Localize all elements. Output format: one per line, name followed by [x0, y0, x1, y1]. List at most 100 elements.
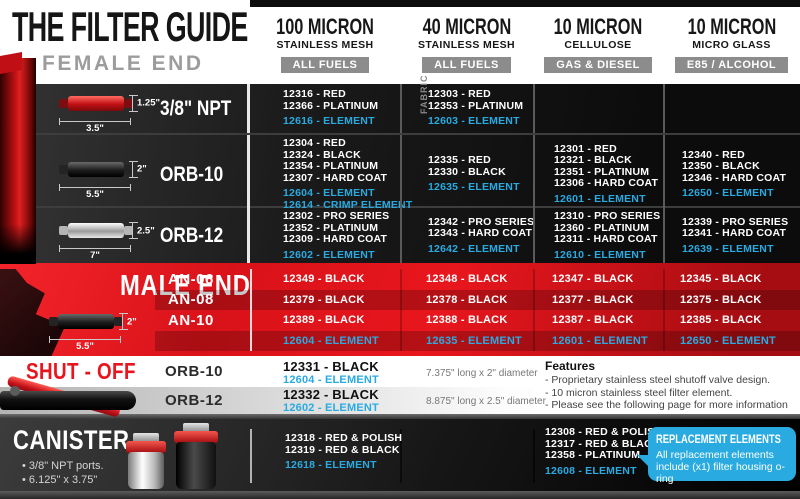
element-numbers: 12639 - ELEMENT	[682, 243, 798, 256]
table-row-orb12: 2.5" 7" ORB-12 12302 - PRO SERIES 12352 -…	[36, 206, 800, 264]
fuel-badge: ALL FUELS	[422, 57, 511, 73]
part-number: 12324 - BLACK	[283, 148, 361, 161]
material-label: STAINLESS MESH	[418, 39, 515, 51]
element-numbers: 12610 - ELEMENT	[554, 249, 661, 262]
part-number: 12303 - RED	[428, 88, 491, 101]
element-part-number: 12602 - ELEMENT	[283, 248, 375, 261]
column-divider	[533, 429, 535, 483]
part-number: 12388 - BLACK	[400, 310, 533, 331]
canister-heading: CANISTER	[13, 425, 130, 455]
cell-40-micron: 12342 - PRO SERIES 12343 - HARD COAT 1264…	[400, 208, 534, 264]
part-number: 12321 - BLACK	[554, 154, 632, 167]
element-numbers: 12603 - ELEMENT	[428, 116, 531, 128]
part-number: 12341 - HARD COAT	[682, 227, 787, 240]
feature-item: - 10 micron stainless steel filter eleme…	[545, 386, 733, 399]
row-label: 3/8" NPT	[160, 96, 232, 120]
element-numbers: 12602 - ELEMENT	[283, 248, 398, 262]
element-part-number: 12635 - ELEMENT	[428, 181, 520, 194]
part-number: 12378 - BLACK	[400, 289, 533, 310]
canister-photo	[122, 421, 238, 491]
row-label-cell: 1.25" 3.5" 3/8" NPT	[36, 84, 250, 134]
column-header-40-micron: 40 MICRON STAINLESS MESH ALL FUELS	[400, 16, 533, 73]
element-numbers: 12650 - ELEMENT	[682, 187, 798, 200]
part-numbers: 12310 - PRO SERIES 12360 - PLATINUM 12311 …	[554, 210, 661, 246]
element-part-number: 12601 - ELEMENT	[554, 192, 646, 205]
cell-shutoff-orb10: 12331 - BLACK 12604 - ELEMENT	[283, 359, 379, 386]
part-number: 12358 - PLATINUM	[545, 449, 641, 461]
cell-40-micron: 12335 - RED 12330 - BLACK 12635 - ELEMENT	[400, 135, 533, 214]
part-number: 12389 - BLACK	[250, 310, 400, 331]
element-part-number: 12603 - ELEMENT	[428, 115, 520, 128]
table-row-an08: AN-08 12379 - BLACK 12378 - BLACK 12377 …	[155, 289, 800, 310]
bottom-bar	[0, 491, 800, 499]
features-block: Features - Proprietary stainless steel s…	[545, 359, 788, 412]
cell-100-micron: 12318 - RED & POLISH 12319 - RED & BLACK …	[285, 432, 403, 472]
element-numbers: 12601 - ELEMENT	[554, 192, 661, 206]
column-divider	[400, 429, 402, 483]
dimension-height: 2"	[129, 160, 147, 178]
element-numbers: 12635 - ELEMENT	[428, 182, 531, 194]
part-number: 12318 - RED & POLISH	[285, 432, 403, 444]
cell-10-micron-cellulose: 12301 - RED 12321 - BLACK 12351 - PLATINUM…	[533, 135, 663, 214]
part-number: 12353 - PLATINUM	[428, 99, 524, 112]
part-number: 12316 - RED	[283, 88, 346, 101]
part-number: 12348 - BLACK	[400, 269, 533, 290]
part-number: 12335 - RED	[428, 154, 491, 167]
part-numbers: 12316 - RED 12366 - PLATINUM	[283, 89, 398, 112]
dimension-length: 5.5"	[49, 336, 121, 352]
part-number: 12385 - BLACK	[663, 310, 800, 331]
section-divider	[0, 414, 800, 419]
part-numbers: 12340 - RED 12350 - BLACK 12346 - HARD COA…	[682, 149, 798, 185]
canister-specs: 3/8" NPT ports.6.125" x 3.75"	[22, 459, 104, 487]
part-number: 12354 - PLATINUM	[283, 160, 379, 172]
material-label: CELLULOSE	[564, 39, 632, 51]
table-row-male-elements: 12604 - ELEMENT 12635 - ELEMENT 12601 - …	[155, 330, 800, 351]
male-end-rows: AN-06 12349 - BLACK 12348 - BLACK 12347 …	[155, 269, 800, 351]
cell-100-micron: 12316 - RED 12366 - PLATINUM 12616 - ELEM…	[250, 84, 400, 133]
fuel-badge: GAS & DIESEL	[544, 57, 652, 73]
part-number: 12346 - HARD COAT	[682, 171, 787, 184]
material-label: STAINLESS MESH	[276, 39, 374, 51]
dimension-length: 5.5"	[59, 183, 131, 200]
cell-10-micron-cellulose	[533, 84, 663, 133]
part-number: 12347 - BLACK	[533, 269, 663, 290]
part-number: 12345 - BLACK	[663, 269, 800, 290]
replacement-body: All replacement elements include (x1) fi…	[656, 449, 785, 485]
female-end-heading: FEMALE END	[42, 52, 204, 75]
row-label: ORB-10	[165, 363, 224, 380]
part-numbers: 12302 - PRO SERIES 12352 - PLATINUM 12309 …	[283, 210, 398, 246]
part-number: 12351 - PLATINUM	[554, 165, 650, 178]
part-number: 12302 - PRO SERIES	[283, 210, 390, 222]
part-numbers: 12308 - RED & POLISH 12317 - RED & BLACK 1…	[545, 426, 662, 462]
column-header-100-micron: 100 MICRON STAINLESS MESH ALL FUELS	[250, 16, 400, 73]
dimension-height: 2.5"	[129, 222, 155, 239]
element-part-number: 12601 - ELEMENT	[533, 330, 663, 351]
cell-10-micron-cellulose: 12308 - RED & POLISH 12317 - RED & BLACK 1…	[545, 426, 662, 477]
part-number: 12311 - HARD COAT	[554, 233, 658, 245]
part-number: 12349 - BLACK	[250, 269, 400, 290]
micron-label: 100 MICRON	[276, 14, 374, 39]
part-number: 12306 - HARD COAT	[554, 177, 659, 190]
micron-label: 10 MICRON	[687, 14, 776, 39]
part-number: 12377 - BLACK	[533, 289, 663, 310]
part-number: 12352 - PLATINUM	[283, 221, 379, 234]
part-number: 12332 - BLACK	[283, 387, 379, 402]
element-part-number: 12635 - ELEMENT	[400, 330, 533, 351]
black-canister	[174, 423, 218, 489]
dimension-height: 1.25"	[129, 94, 160, 112]
row-label: AN-10	[168, 311, 214, 329]
part-number: 12379 - BLACK	[250, 289, 400, 310]
cell-100-micron: 12302 - PRO SERIES 12352 - PLATINUM 12309 …	[250, 208, 400, 264]
top-bar	[250, 0, 800, 7]
feature-item: - Proprietary stainless steel shutoff va…	[545, 374, 771, 386]
row-label: ORB-12	[160, 224, 224, 247]
features-title: Features	[545, 359, 596, 373]
row-label: AN-06	[168, 270, 214, 288]
filter-graphic: 2" 5.5"	[52, 153, 156, 200]
shut-off-section: SHUT - OFF ORB-10 ORB-12 12331 - BLACK 1…	[0, 356, 800, 418]
part-number: 12301 - RED	[554, 142, 617, 155]
valve-pivot	[10, 386, 20, 396]
part-number: 12387 - BLACK	[533, 310, 663, 331]
table-row-an06: AN-06 12349 - BLACK 12348 - BLACK 12347 …	[155, 269, 800, 290]
